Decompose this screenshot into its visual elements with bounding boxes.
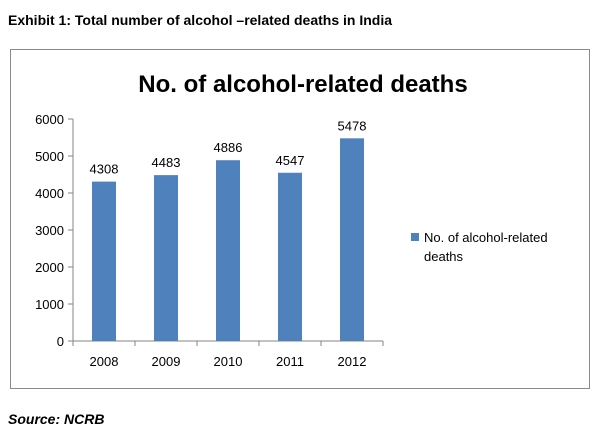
y-tick-label: 5000 <box>35 149 64 164</box>
bar-2010 <box>216 160 240 341</box>
legend-label-line: No. of alcohol-related <box>424 230 548 245</box>
x-tick-label-2011: 2011 <box>276 354 304 369</box>
x-tick-label-2010: 2010 <box>214 354 243 369</box>
bar-2012 <box>340 138 364 341</box>
x-tick-label-2012: 2012 <box>338 354 367 369</box>
x-tick-label-2009: 2009 <box>152 354 181 369</box>
y-tick-label: 0 <box>57 334 64 349</box>
y-tick-label: 2000 <box>35 260 64 275</box>
data-label-2008: 4308 <box>90 162 119 177</box>
data-label-2011: 4547 <box>276 153 305 168</box>
bar-chart: No. of alcohol-related deaths 0 1000 2000 3… <box>35 71 548 369</box>
y-tick-label: 3000 <box>35 223 64 238</box>
exhibit-title: Exhibit 1: Total number of alcohol –rela… <box>8 12 393 28</box>
y-tick-label: 6000 <box>35 112 64 127</box>
bar-2011 <box>278 172 302 341</box>
data-label-2009: 4483 <box>152 155 181 170</box>
x-tick-label-2008: 2008 <box>90 354 119 369</box>
source-note: Source: NCRB <box>8 411 105 427</box>
chart-title: No. of alcohol-related deaths <box>138 71 467 98</box>
data-label-2010: 4886 <box>214 140 243 155</box>
chart-frame: No. of alcohol-related deaths 0 1000 2000 3… <box>10 49 590 389</box>
bar-2009 <box>154 175 178 341</box>
legend-swatch <box>411 233 419 241</box>
data-label-2012: 5478 <box>338 118 367 133</box>
bar-2008 <box>92 181 116 341</box>
y-tick-label: 1000 <box>35 297 64 312</box>
legend-label-line: deaths <box>424 249 464 264</box>
y-tick-label: 4000 <box>35 186 64 201</box>
